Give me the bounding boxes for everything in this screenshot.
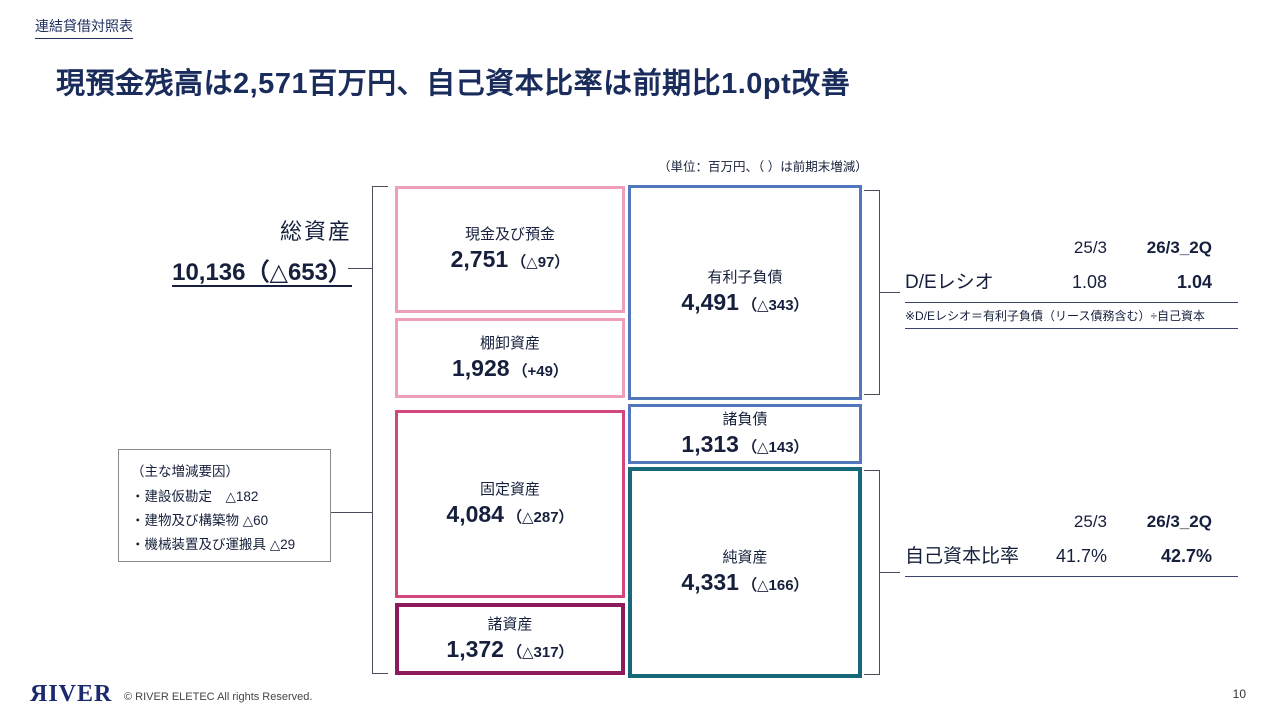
de-ratio-label: D/Eレシオ (905, 272, 994, 293)
box-label: 諸資産 (487, 615, 533, 633)
de-ratio-footnote: ※D/Eレシオ＝有利子負債（リース債務含む）÷自己資本 (905, 303, 1238, 329)
period-prev-label: 25/3 (1073, 512, 1107, 531)
cash-and-deposits-box: 現金及び預金 2,751 （△97） (395, 186, 625, 313)
equity-ratio-header-row: 25/3 26/3_2Q (905, 512, 1238, 532)
equity-ratio-connector-line (880, 572, 900, 573)
page-title: 現預金残高は2,571百万円、自己資本比率は前期比1.0pt改善 (56, 68, 851, 100)
box-change: （△97） (511, 254, 570, 272)
box-figure: 1,372 （△317） (446, 635, 574, 662)
box-figure: 4,331 （△166） (681, 570, 808, 595)
factor-item: ・建物及び構築物 △60 (131, 513, 269, 528)
box-figure: 1,928 （+49） (451, 354, 568, 381)
unit-note: （単位：百万円、（ ）は前期末増減） (658, 160, 868, 174)
equity-ratio-value-row: 自己資本比率 41.7% 42.7% (905, 541, 1238, 577)
period-current-label: 26/3_2Q (1146, 512, 1212, 531)
box-change: （△287） (506, 508, 574, 526)
box-figure: 4,084 （△287） (446, 500, 574, 527)
de-ratio-current-value: 1.04 (1176, 272, 1212, 292)
net-assets-box: 純資産 4,331 （△166） (628, 467, 862, 678)
box-figure: 1,313 （△143） (681, 430, 809, 457)
total-assets-label: 総資産 (279, 219, 352, 244)
period-prev-label: 25/3 (1073, 238, 1107, 257)
box-label: 棚卸資産 (479, 334, 540, 352)
box-value: 4,331 (681, 569, 739, 596)
box-value: 4,491 (681, 289, 739, 316)
box-label: 諸負債 (722, 410, 768, 428)
total-assets-bracket (372, 186, 388, 674)
total-assets-block: 総資産 10,136（△653） (96, 214, 352, 287)
de-ratio-prev-value: 1.08 (1071, 272, 1107, 292)
box-value: 1,372 (446, 635, 504, 662)
de-ratio-value-row: D/Eレシオ 1.08 1.04 (905, 267, 1238, 303)
box-value: 2,751 (450, 246, 509, 273)
box-figure: 2,751 （△97） (451, 247, 570, 272)
box-value: 1,313 (681, 430, 739, 457)
de-ratio-header-row: 25/3 26/3_2Q (905, 238, 1238, 258)
box-change: （△166） (741, 577, 809, 595)
box-figure: 4,491 （△343） (681, 290, 808, 315)
company-logo: ЯIVER (30, 681, 113, 707)
box-value: 1,928 (451, 354, 510, 381)
factors-connector-line (331, 512, 372, 513)
box-change: （△343） (741, 297, 809, 315)
period-current-label: 26/3_2Q (1146, 238, 1212, 257)
de-ratio-table: 25/3 26/3_2Q D/Eレシオ 1.08 1.04 ※D/Eレシオ＝有利… (905, 238, 1238, 329)
box-label: 固定資産 (479, 480, 540, 498)
box-change: （△143） (741, 438, 809, 456)
section-label: 連結貸借対照表 (35, 16, 133, 39)
copyright-text: © RIVER ELETEC All rights Reserved. (124, 691, 313, 703)
box-value: 4,084 (446, 500, 504, 527)
main-change-factors-box: （主な増減要因） ・建設仮勘定 △182 ・建物及び構築物 △60 ・機械装置及… (118, 449, 331, 562)
equity-ratio-label: 自己資本比率 (905, 546, 1020, 567)
box-label: 現金及び預金 (464, 226, 555, 244)
de-ratio-bracket (864, 190, 880, 395)
equity-ratio-prev-value: 41.7% (1055, 546, 1107, 566)
interest-bearing-debt-box: 有利子負債 4,491 （△343） (628, 185, 862, 400)
equity-ratio-table: 25/3 26/3_2Q 自己資本比率 41.7% 42.7% (905, 512, 1238, 577)
equity-ratio-current-value: 42.7% (1160, 546, 1212, 566)
box-label: 有利子負債 (707, 269, 783, 287)
page-number: 10 (1232, 687, 1246, 701)
total-assets-connector-line (348, 268, 372, 269)
total-assets-value: 10,136（△653） (172, 259, 352, 286)
other-liabilities-box: 諸負債 1,313 （△143） (628, 404, 862, 464)
box-change: （+49） (512, 362, 568, 380)
factors-title: （主な増減要因） (131, 464, 239, 479)
fixed-assets-box: 固定資産 4,084 （△287） (395, 410, 625, 598)
box-change: （△317） (506, 643, 574, 661)
factor-item: ・機械装置及び運搬具 △29 (131, 537, 296, 552)
box-label: 純資産 (722, 549, 768, 567)
de-ratio-connector-line (880, 292, 900, 293)
factor-item: ・建設仮勘定 △182 (131, 489, 259, 504)
equity-ratio-bracket (864, 470, 880, 675)
other-assets-box: 諸資産 1,372 （△317） (395, 603, 625, 675)
inventory-box: 棚卸資産 1,928 （+49） (395, 318, 625, 398)
